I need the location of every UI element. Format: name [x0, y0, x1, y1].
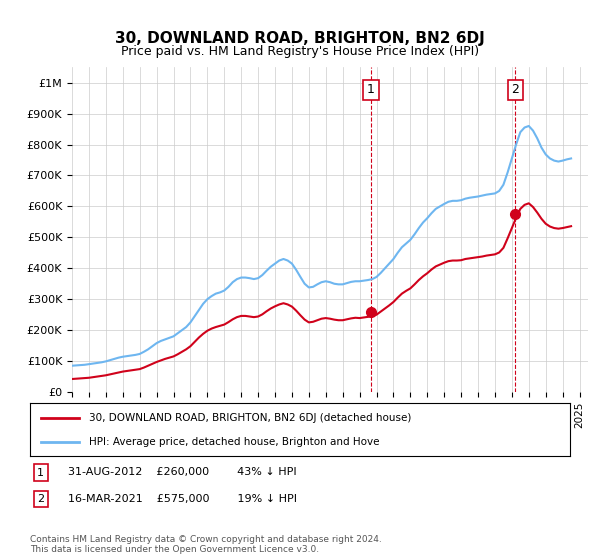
Text: 2: 2 — [37, 494, 44, 504]
Text: 30, DOWNLAND ROAD, BRIGHTON, BN2 6DJ (detached house): 30, DOWNLAND ROAD, BRIGHTON, BN2 6DJ (de… — [89, 413, 412, 423]
Text: 30, DOWNLAND ROAD, BRIGHTON, BN2 6DJ: 30, DOWNLAND ROAD, BRIGHTON, BN2 6DJ — [115, 31, 485, 46]
Text: 1: 1 — [367, 83, 375, 96]
Text: 16-MAR-2021    £575,000        19% ↓ HPI: 16-MAR-2021 £575,000 19% ↓ HPI — [68, 494, 297, 504]
Text: Contains HM Land Registry data © Crown copyright and database right 2024.
This d: Contains HM Land Registry data © Crown c… — [30, 535, 382, 554]
Text: 2: 2 — [511, 83, 520, 96]
Text: HPI: Average price, detached house, Brighton and Hove: HPI: Average price, detached house, Brig… — [89, 436, 380, 446]
Text: 1: 1 — [37, 468, 44, 478]
Text: 31-AUG-2012    £260,000        43% ↓ HPI: 31-AUG-2012 £260,000 43% ↓ HPI — [68, 468, 296, 478]
Text: Price paid vs. HM Land Registry's House Price Index (HPI): Price paid vs. HM Land Registry's House … — [121, 45, 479, 58]
